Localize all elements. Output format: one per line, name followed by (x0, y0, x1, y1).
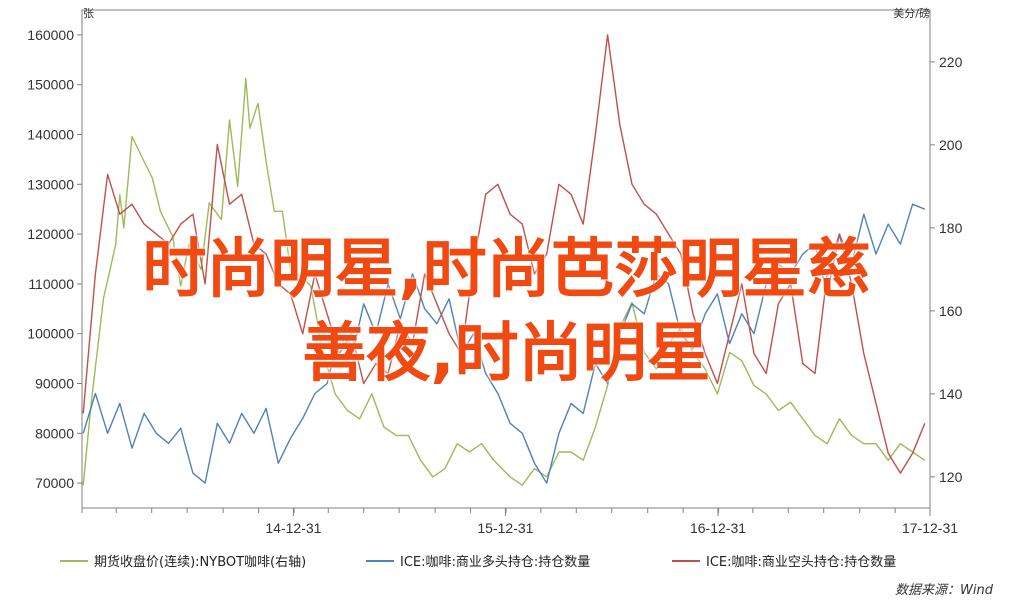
series-line-1 (82, 77, 926, 486)
right-tick-label: 200 (939, 137, 963, 153)
plot-frame (81, 9, 931, 509)
left-tick-label: 140000 (27, 127, 74, 143)
left-tick-label: 130000 (27, 176, 74, 192)
legend-label-3: ICE:咖啡:商业空头持仓:持仓数量 (706, 555, 896, 570)
x-tick-label: 17-12-31 (902, 520, 958, 536)
left-tick-label: 90000 (35, 376, 74, 392)
left-tick-label: 120000 (27, 226, 74, 242)
data-source: 数据来源：Wind (895, 583, 994, 598)
series-layer (82, 34, 926, 486)
left-tick-label: 160000 (27, 27, 74, 43)
right-tick-label: 140 (939, 386, 963, 402)
x-tick-label: 16-12-31 (690, 520, 746, 536)
right-tick-label: 220 (939, 54, 963, 70)
left-tick-label: 110000 (28, 276, 74, 292)
left-tick-label: 80000 (35, 425, 74, 441)
x-tick-label: 14-12-31 (265, 520, 321, 536)
left-tick-label: 150000 (27, 77, 74, 93)
right-tick-label: 160 (939, 303, 963, 319)
legend: 期货收盘价(连续):NYBOT咖啡(右轴) ICE:咖啡:商业多头持仓:持仓数量 I… (60, 554, 896, 570)
right-axis-unit: 美分/磅 (893, 6, 930, 20)
series-line-3 (82, 34, 926, 474)
legend-label-2: ICE:咖啡:商业多头持仓:持仓数量 (400, 554, 590, 570)
left-tick-label: 70000 (35, 475, 74, 491)
plot-area (81, 9, 931, 509)
left-axis-unit: 张 (83, 7, 94, 20)
x-tick-label: 15-12-31 (477, 520, 533, 536)
legend-label-1: 期货收盘价(连续):NYBOT咖啡(右轴) (94, 554, 306, 570)
right-tick-label: 180 (939, 220, 963, 236)
axes-layer: 160000 150000 140000 130000 120000 110000 1000… (27, 27, 962, 536)
series-line-2 (82, 203, 926, 484)
left-tick-label: 100000 (27, 326, 74, 342)
right-tick-label: 120 (939, 469, 963, 485)
